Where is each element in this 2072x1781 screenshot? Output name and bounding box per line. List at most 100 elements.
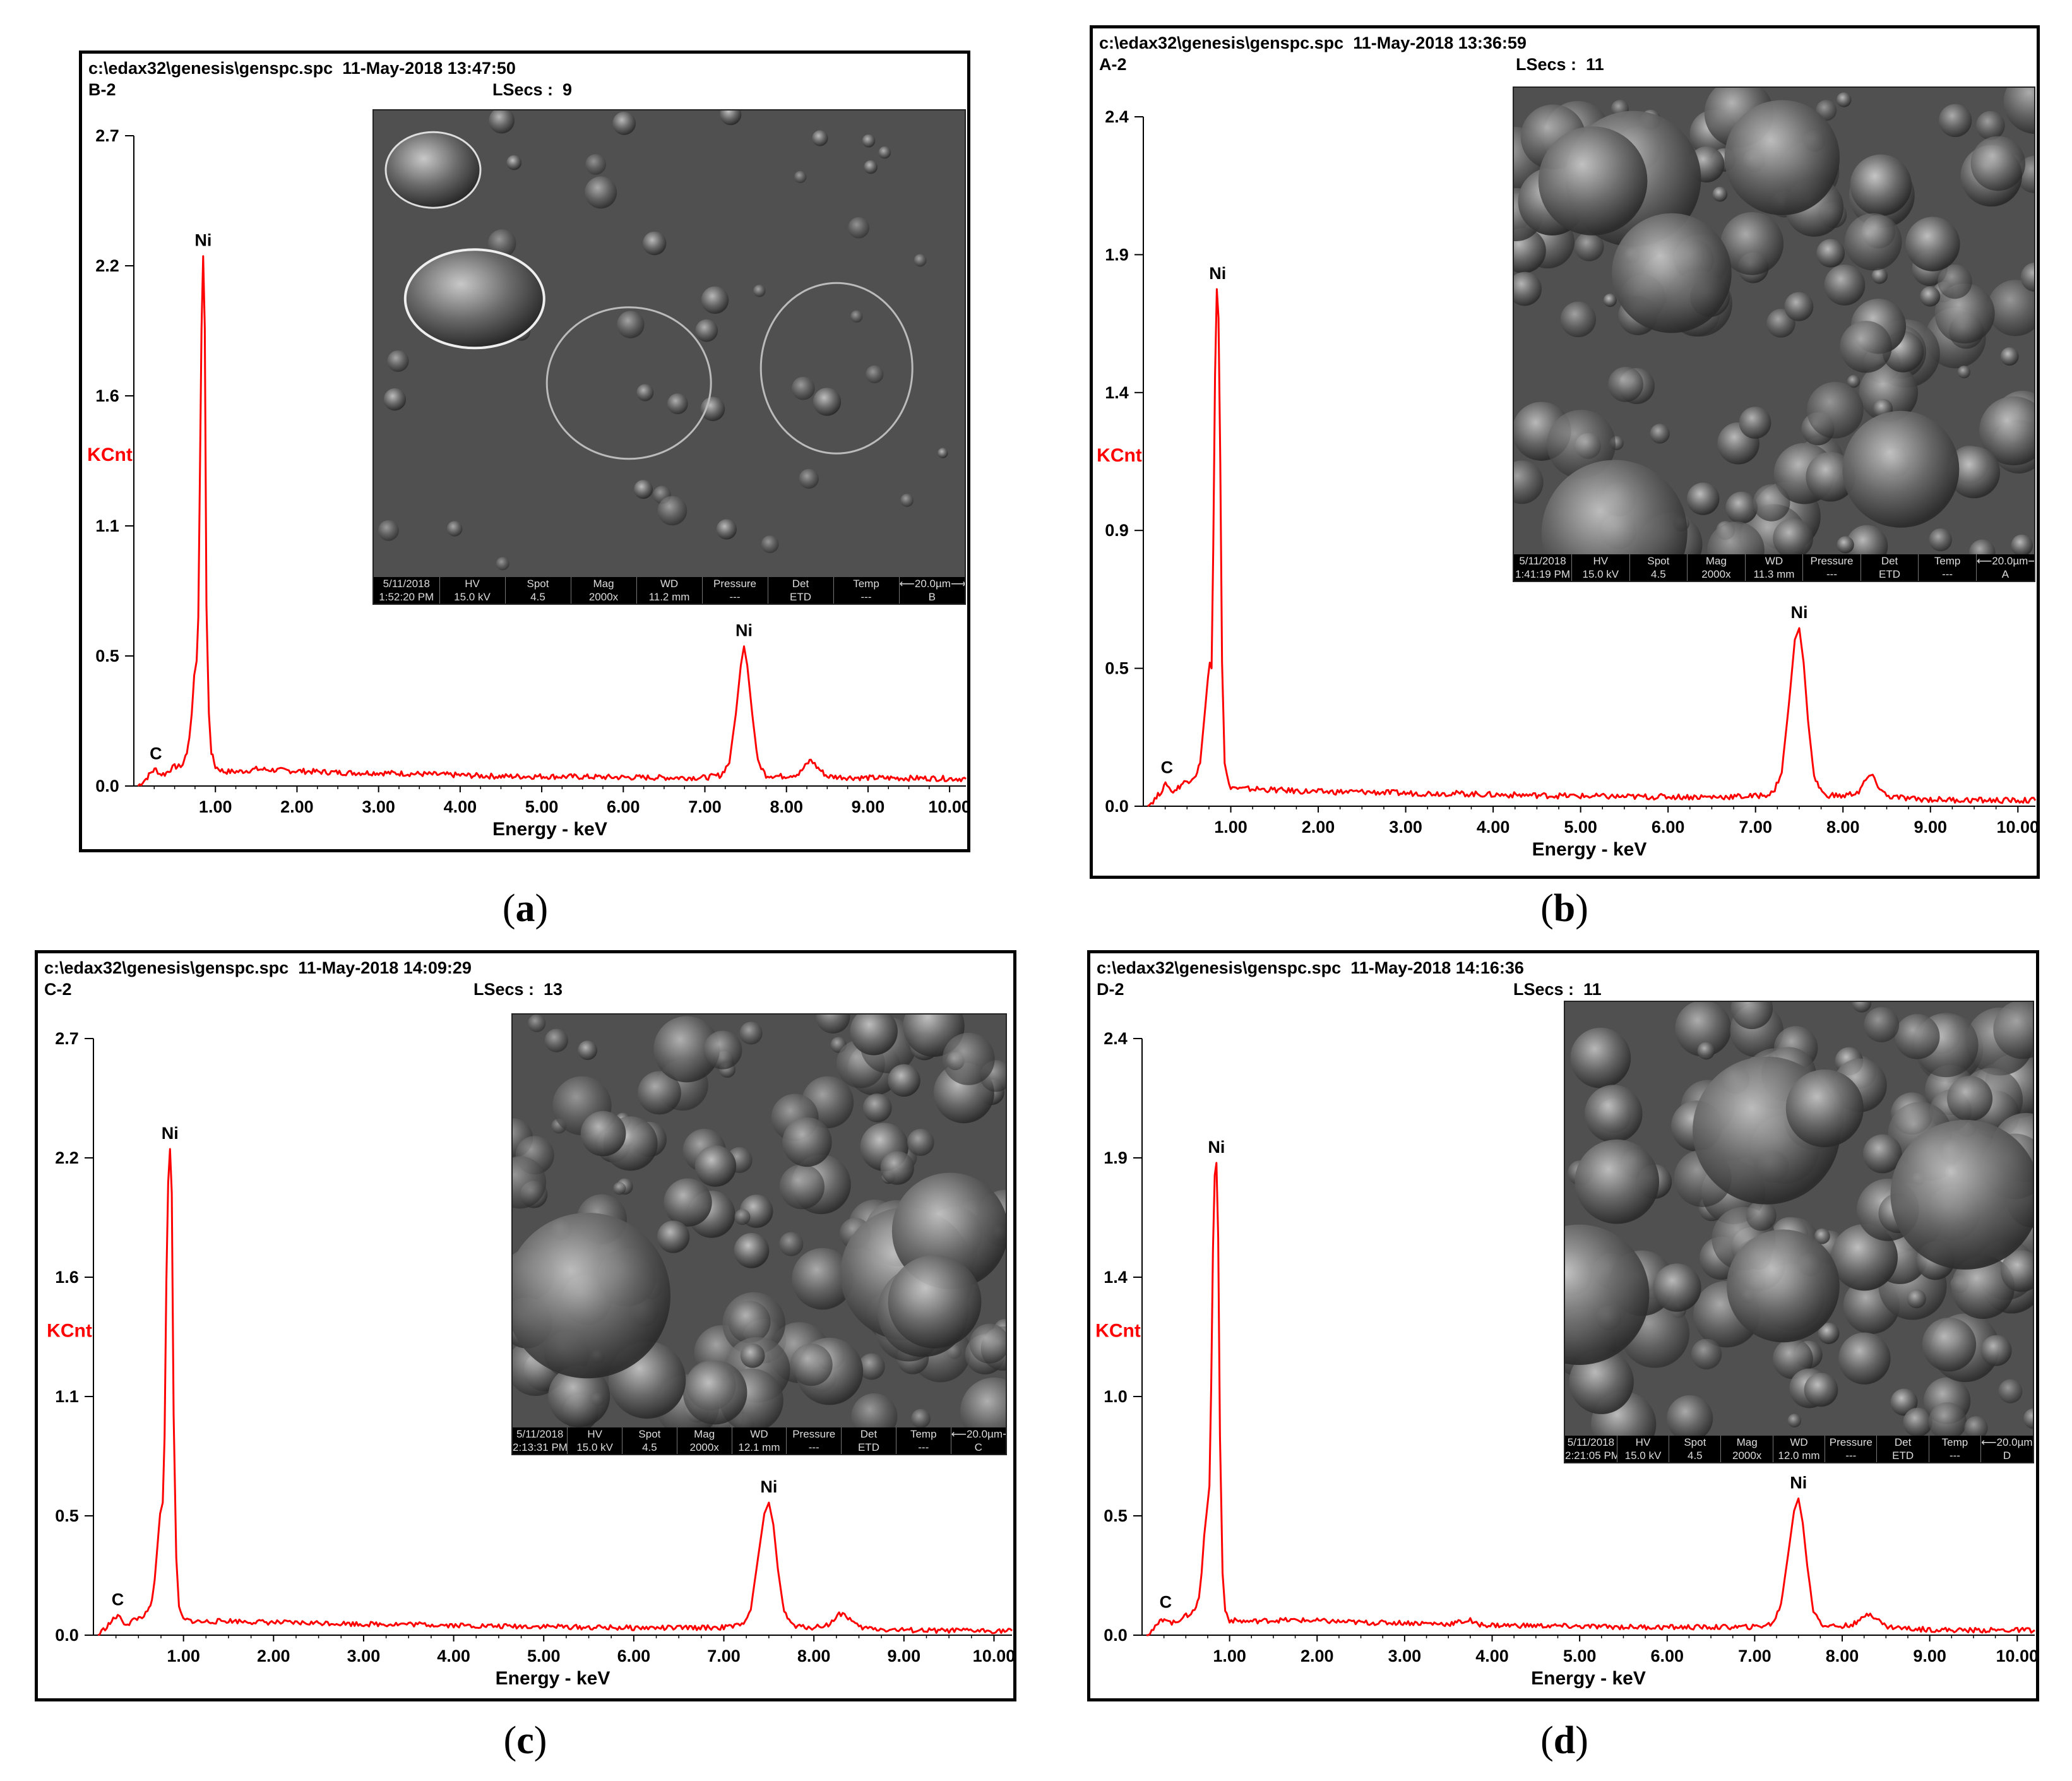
x-axis-label: Energy - keV xyxy=(1531,1668,1646,1689)
sem-grain xyxy=(862,134,876,148)
sem-info-header: Spot xyxy=(1669,1436,1722,1449)
sem-grain xyxy=(779,1232,804,1256)
sem-grain xyxy=(850,310,863,323)
sem-grain xyxy=(682,1360,747,1425)
sem-grain xyxy=(1938,264,1972,299)
y-tick-label: 1.1 xyxy=(95,516,119,535)
sem-grain xyxy=(1836,92,1852,107)
sem-grain xyxy=(1895,1014,1940,1059)
sem-grain xyxy=(653,1016,720,1083)
sem-grain xyxy=(848,217,870,239)
sem-info-header: Mag xyxy=(677,1427,732,1441)
y-axis-label: KCnt xyxy=(1095,1321,1141,1342)
y-tick-label: 0.0 xyxy=(1104,1626,1128,1645)
sem-grain xyxy=(739,1022,763,1045)
sem-grain xyxy=(378,520,399,541)
sem-cluster xyxy=(513,1213,670,1379)
panel-label-d: (d) xyxy=(1540,1719,1588,1762)
x-tick-label: 5.00 xyxy=(1563,1647,1597,1665)
sem-grain xyxy=(513,1156,547,1209)
x-tick-label: 9.00 xyxy=(888,1647,921,1665)
sem-micrograph: 5/11/2018 HV Spot Mag WD Pressure Det Temp ⟵20.0… xyxy=(1513,86,2035,582)
sem-grain xyxy=(816,1015,850,1034)
sem-info-header: ⟵20.0µm⟶ xyxy=(1976,555,2034,567)
y-tick-label: 1.9 xyxy=(1104,1148,1128,1167)
sem-info-header: Temp xyxy=(833,577,900,590)
y-tick-label: 1.6 xyxy=(55,1268,79,1287)
sem-grain xyxy=(2020,262,2034,292)
y-tick-label: 0.5 xyxy=(1104,1506,1128,1525)
sem-cluster xyxy=(1842,410,1960,528)
sem-grain xyxy=(1951,1255,2015,1319)
sem-cluster xyxy=(1575,1139,1660,1224)
sem-grain xyxy=(799,468,819,489)
sem-nodule-outline xyxy=(759,282,914,455)
sem-grain xyxy=(907,1128,934,1156)
sem-grain xyxy=(850,1015,898,1056)
sem-grain xyxy=(794,170,807,184)
x-tick-label: 3.00 xyxy=(362,797,395,816)
x-tick-label: 6.00 xyxy=(607,797,640,816)
sem-info-header: 5/11/2018 xyxy=(1514,554,1573,568)
sem-info-value: --- xyxy=(1929,1449,1982,1462)
sem-grain xyxy=(1773,1338,1813,1379)
sem-grain xyxy=(667,393,688,415)
peak-label-ni: Ni xyxy=(162,1124,179,1143)
sem-info-value: 4.5 xyxy=(622,1441,677,1454)
spectrum-line xyxy=(137,255,967,787)
sem-grain xyxy=(888,1064,920,1097)
sem-grain xyxy=(657,1220,690,1253)
sem-grain xyxy=(613,1182,626,1195)
sem-info-header: Mag xyxy=(1720,1436,1773,1449)
file-line: c:\edax32\genesis\genspc.spc 11-May-2018… xyxy=(44,958,472,977)
sem-info-value: 15.0 kV xyxy=(1571,568,1630,581)
x-tick-label: 2.00 xyxy=(1301,1647,1334,1665)
x-tick-label: 9.00 xyxy=(1914,818,1947,837)
x-tick-label: 10.00 xyxy=(928,797,971,816)
sem-grain xyxy=(1979,396,2034,466)
peak-label-c: C xyxy=(150,744,162,763)
x-tick-label: 5.00 xyxy=(525,797,559,816)
sem-info-value: 2000x xyxy=(1687,568,1746,581)
sem-grain xyxy=(1818,1323,1840,1344)
sem-grain xyxy=(1840,321,1892,373)
peak-label-ni: Ni xyxy=(1790,1473,1807,1492)
sem-grain xyxy=(617,311,645,338)
sem-grain xyxy=(1575,232,1604,261)
sem-nodule-outline xyxy=(545,306,712,460)
sem-cluster xyxy=(1890,1119,2033,1270)
sem-info-value: D xyxy=(2003,1450,2011,1462)
sem-grain xyxy=(1569,1349,1634,1414)
sem-grain xyxy=(1850,154,1912,217)
sem-grain xyxy=(700,396,725,421)
x-tick-label: 8.00 xyxy=(1826,818,1860,837)
lsecs-label: LSecs : 11 xyxy=(1513,980,1602,999)
x-tick-label: 1.00 xyxy=(1214,818,1247,837)
sem-texture xyxy=(374,110,965,604)
sem-grain xyxy=(1922,1317,1977,1372)
axes: 0.0 0.5 1.1 1.6 2.2 2.7 1.00 2.00 3.00 4.00 5.00 6.… xyxy=(95,126,971,816)
sem-info-header: Det xyxy=(768,577,834,590)
sem-grain xyxy=(761,535,779,554)
x-tick-label: 4.00 xyxy=(437,1647,470,1665)
sem-grain xyxy=(716,519,737,540)
panel-label-b: (b) xyxy=(1540,887,1588,930)
sem-info-value: 2000x xyxy=(571,590,637,604)
sem-cluster xyxy=(1727,1229,1840,1343)
sem-grain xyxy=(1980,1335,2012,1366)
x-tick-label: 3.00 xyxy=(347,1647,381,1665)
sem-grain xyxy=(636,384,654,402)
sem-info-bar: 5/11/2018 HV Spot Mag WD Pressure Det Temp ⟵20.0… xyxy=(374,577,965,604)
sem-grain xyxy=(489,110,515,134)
sample-label: A-2 xyxy=(1099,55,1127,74)
peak-label-ni: Ni xyxy=(194,231,211,250)
sem-info-header: HV xyxy=(439,577,506,590)
sem-grain xyxy=(1993,1002,2033,1059)
sem-grain xyxy=(2000,347,2019,366)
sem-grain xyxy=(1730,1002,1773,1030)
sem-grain xyxy=(1948,446,2001,499)
file-line: c:\edax32\genesis\genspc.spc 11-May-2018… xyxy=(88,59,516,78)
sem-info-value: 15.0 kV xyxy=(567,1441,623,1454)
y-tick-label: 1.6 xyxy=(95,386,119,405)
x-tick-label: 3.00 xyxy=(1389,818,1422,837)
